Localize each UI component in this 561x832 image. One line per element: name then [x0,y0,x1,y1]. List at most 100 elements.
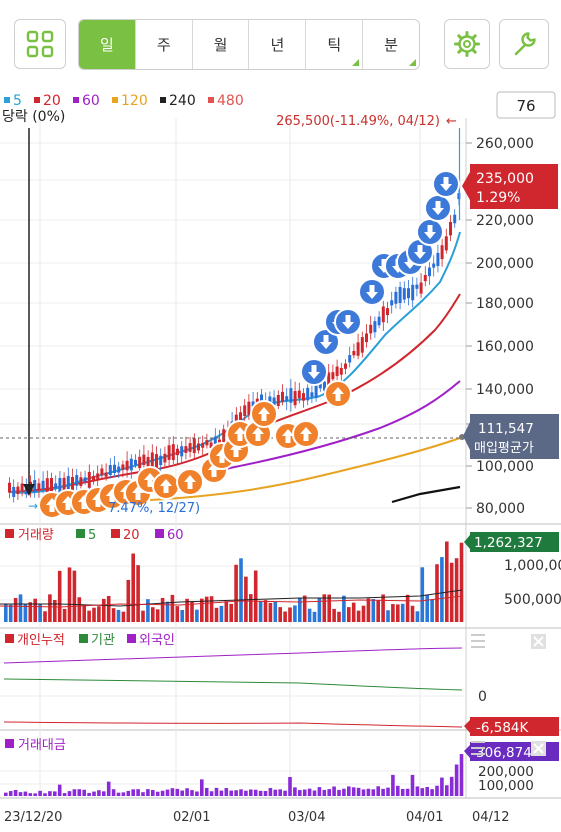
average-price: 111,547 [478,421,534,437]
x-axis-label: 03/04 [288,810,325,825]
investor-legend-label: 기관 [91,633,115,648]
sell-marker-icon [358,278,386,306]
high-annotation-arrow: ← [446,114,457,129]
grid-menu-button[interactable] [14,19,66,69]
count-box[interactable] [496,91,556,119]
period-tab-3[interactable]: 년 [249,20,307,69]
amount-current-value: 306,874 [476,745,532,761]
x-axis-label: 04/01 [406,810,443,825]
low-annotation: 7.47%, 12/27) [108,501,200,516]
sell-marker-icon [300,358,328,386]
ma-legend-swatch [73,97,79,103]
individual-line [3,721,463,728]
buy-marker-icon [250,400,278,428]
x-axis: 23/12/20 02/01 03/04 04/01 04/12 [4,810,509,825]
current-change: 1.29% [476,190,520,206]
ma-legend-swatch [208,97,214,103]
dropdown-corner-icon [408,59,416,66]
period-tab-label: 주 [156,36,171,54]
period-tab-5[interactable]: 분 [363,20,419,69]
period-tab-1[interactable]: 주 [136,20,193,69]
price-tick: 220,000 [476,213,534,229]
price-tick: 80,000 [476,501,525,517]
volume-bars [4,541,464,622]
amount-panel-close-icon[interactable] [531,741,546,756]
ma-legend-label: 480 [217,93,244,109]
price-grid [0,142,466,509]
sell-marker-icon [416,218,444,246]
investor-panel-menu-icon[interactable] [471,634,485,648]
period-tab-4[interactable]: 틱 [306,20,364,69]
price-tick: 100,000 [476,459,534,475]
investor-legend-swatch [79,634,88,643]
sell-marker-icon [334,308,362,336]
current-price: 235,000 [476,171,534,187]
ma-legend-swatch [160,97,166,103]
period-tab-label: 일 [100,36,114,54]
volume-current-value: 1,262,327 [474,535,543,551]
price-tick: 180,000 [476,296,534,312]
ma-20-line [9,293,461,493]
volume-title: 거래량 [18,528,54,543]
sell-marker-icon [432,170,460,198]
ma-240-line [391,485,461,504]
ma-legend-swatch [34,97,40,103]
volume-ma-line [0,589,463,607]
period-tab-2[interactable]: 월 [193,20,250,69]
amount-panel-menu-icon[interactable] [471,741,485,755]
grid-icon [26,30,54,58]
volume-ma-swatch [155,529,164,538]
x-axis-label: 02/01 [173,810,210,825]
ma-legend-label: 20 [43,93,61,109]
buy-marker-icon [324,380,352,408]
wrench-icon [514,32,536,56]
average-price-tag [470,414,559,459]
volume-tick: 1,000,000 [504,558,561,574]
period-tab-label: 틱 [327,36,342,54]
volume-ma-swatch [76,529,85,538]
high-annotation: 265,500(-11.49%, 04/12) [276,114,440,129]
settings-button[interactable] [444,19,490,69]
stock-chart[interactable]: 260,000240,000220,000200,000180,000160,0… [0,88,561,832]
amount-tick: 100,000 [478,778,534,794]
ma-legend-label: 5 [13,93,22,109]
buy-marker-icon [152,472,180,500]
volume-ma-label: 60 [167,528,184,543]
period-tab-label: 년 [270,36,285,54]
x-axis-label: 23/12/20 [4,810,62,825]
amount-title: 거래대금 [18,738,66,753]
average-price-label: 매입평균가 [474,441,534,456]
sell-marker-icon [424,194,452,222]
drop-label: 당락 (0%) [2,109,65,125]
volume-ma-legend: 5 20 60 [76,528,184,543]
price-tick: 200,000 [476,256,534,272]
buy-marker-icon [176,468,204,496]
x-axis-label: 04/12 [472,810,509,825]
volume-ma-label: 5 [88,528,96,543]
tools-button[interactable] [499,19,549,69]
volume-ma-label: 20 [123,528,140,543]
investor-legend-label: 개인누적 [17,633,65,648]
vertical-grid [39,118,421,798]
period-tab-label: 분 [384,36,398,54]
trade-markers [38,170,460,519]
amount-tick: 200,000 [478,764,534,780]
current-price-tag [470,164,558,209]
ma-legend-label: 120 [121,93,148,109]
investor-current-value: -6,584K [476,720,530,736]
volume-tick: 500,000 [504,592,561,608]
investor-panel-close-icon[interactable] [531,634,546,649]
amount-legend-swatch [5,739,14,748]
investor-tick: 0 [478,689,487,705]
buy-marker-icon [292,420,320,448]
price-tick: 260,000 [476,136,534,152]
investor-legend-swatch [5,634,14,643]
low-arrow-icon: → [28,499,38,513]
amount-bars [4,754,464,796]
investor-current-tag [470,717,559,736]
volume-ma-swatch [111,529,120,538]
investor-legend-label: 외국인 [139,633,175,648]
period-tab-0[interactable]: 일 [79,20,136,69]
count-box-value: 76 [516,97,535,115]
